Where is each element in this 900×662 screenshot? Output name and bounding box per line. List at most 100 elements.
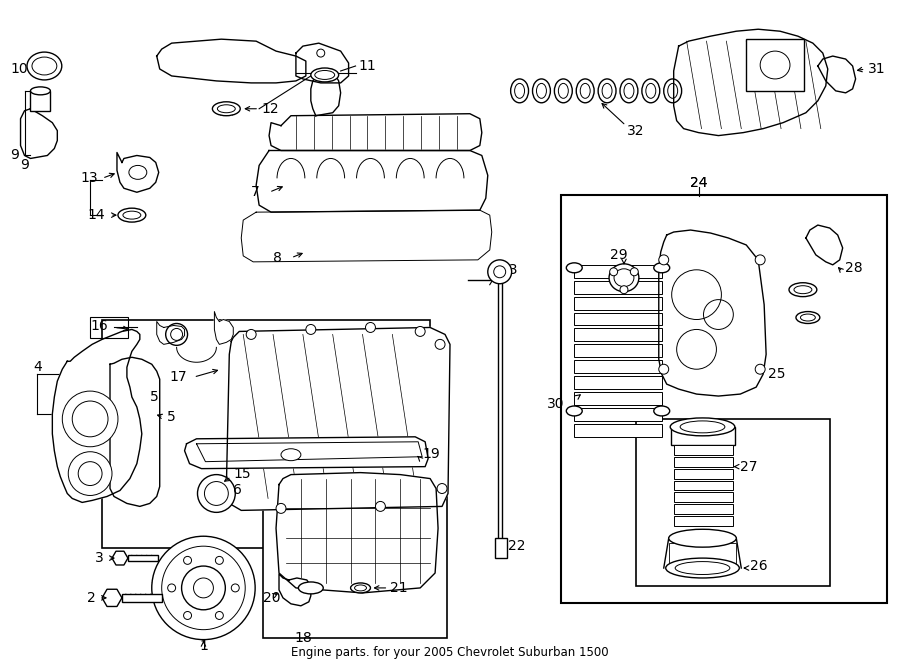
Text: 9: 9 (11, 148, 20, 162)
Bar (669, 544, 736, 563)
Ellipse shape (533, 79, 551, 103)
Polygon shape (157, 39, 306, 83)
Circle shape (659, 364, 669, 374)
Bar (574, 297, 662, 310)
Polygon shape (214, 312, 233, 344)
Polygon shape (296, 43, 348, 83)
Ellipse shape (281, 449, 301, 461)
Text: 6: 6 (233, 483, 242, 498)
Text: 30: 30 (547, 397, 564, 411)
Bar (574, 265, 662, 278)
Text: 32: 32 (627, 124, 644, 138)
Circle shape (630, 268, 638, 276)
Text: 5: 5 (166, 410, 176, 424)
Circle shape (488, 260, 511, 284)
Polygon shape (110, 357, 159, 506)
Ellipse shape (351, 583, 371, 593)
Ellipse shape (212, 102, 240, 116)
Circle shape (231, 584, 239, 592)
Text: Engine parts. for your 2005 Chevrolet Suburban 1500: Engine parts. for your 2005 Chevrolet Su… (292, 646, 608, 659)
Text: 11: 11 (358, 59, 376, 73)
Polygon shape (112, 551, 128, 565)
Bar (574, 344, 662, 357)
Text: 13: 13 (80, 171, 98, 185)
Polygon shape (21, 109, 58, 158)
Bar (574, 360, 662, 373)
Circle shape (184, 612, 192, 620)
Bar (674, 493, 734, 502)
Circle shape (620, 286, 628, 294)
Bar (574, 312, 662, 326)
Bar (562, 195, 887, 603)
Ellipse shape (796, 312, 820, 324)
Text: 26: 26 (751, 559, 768, 573)
Bar (574, 281, 662, 294)
Bar (263, 471, 447, 638)
Ellipse shape (197, 475, 235, 512)
Circle shape (68, 451, 112, 495)
Text: 16: 16 (90, 320, 108, 334)
Text: 23: 23 (500, 263, 518, 277)
Bar (122, 594, 162, 602)
Bar (674, 445, 734, 455)
Text: 3: 3 (95, 551, 104, 565)
Text: 15: 15 (233, 467, 251, 481)
Ellipse shape (598, 79, 616, 103)
Circle shape (152, 536, 256, 639)
Circle shape (247, 330, 256, 340)
Circle shape (276, 503, 286, 513)
Ellipse shape (554, 79, 572, 103)
Circle shape (375, 501, 385, 511)
Text: 29: 29 (610, 248, 628, 262)
Polygon shape (256, 150, 488, 212)
Polygon shape (241, 210, 491, 262)
Polygon shape (806, 225, 842, 265)
Ellipse shape (620, 79, 638, 103)
Text: 27: 27 (741, 459, 758, 473)
Circle shape (365, 322, 375, 332)
Circle shape (194, 578, 213, 598)
Polygon shape (157, 322, 184, 344)
Circle shape (62, 391, 118, 447)
Text: 21: 21 (391, 581, 408, 595)
Text: 2: 2 (87, 591, 96, 605)
Text: 7: 7 (251, 185, 260, 199)
Text: 28: 28 (845, 261, 862, 275)
Circle shape (755, 255, 765, 265)
Text: 31: 31 (868, 62, 886, 76)
Polygon shape (659, 230, 766, 396)
Bar (574, 424, 662, 437)
Text: 8: 8 (273, 251, 282, 265)
Bar (102, 320, 430, 548)
Text: 24: 24 (689, 176, 707, 190)
Ellipse shape (510, 79, 528, 103)
Text: 25: 25 (768, 367, 786, 381)
Ellipse shape (566, 263, 582, 273)
Ellipse shape (666, 558, 739, 578)
Ellipse shape (653, 263, 670, 273)
Ellipse shape (609, 264, 639, 292)
Ellipse shape (566, 406, 582, 416)
Text: 10: 10 (11, 62, 28, 76)
Ellipse shape (669, 530, 736, 547)
Ellipse shape (299, 582, 323, 594)
Ellipse shape (789, 283, 817, 297)
Ellipse shape (31, 87, 50, 95)
Polygon shape (279, 574, 310, 606)
Text: 1: 1 (199, 639, 208, 653)
Bar (31, 91, 50, 111)
Text: 5: 5 (149, 390, 158, 404)
Bar (670, 427, 735, 445)
Ellipse shape (310, 68, 338, 82)
Bar (674, 457, 734, 467)
Text: 19: 19 (422, 447, 440, 461)
Ellipse shape (166, 324, 187, 346)
Circle shape (167, 584, 176, 592)
Text: 17: 17 (170, 370, 187, 384)
Circle shape (184, 556, 192, 564)
Bar (574, 328, 662, 342)
Polygon shape (818, 56, 856, 93)
Ellipse shape (642, 79, 660, 103)
Bar (90, 316, 128, 338)
Polygon shape (117, 152, 158, 192)
